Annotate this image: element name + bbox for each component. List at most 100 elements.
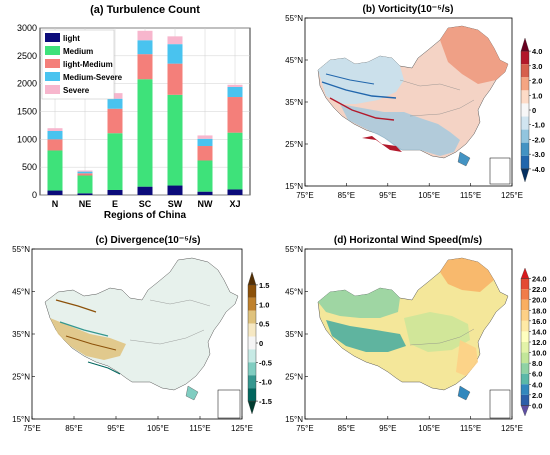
y-tick-label: 2500: [17, 51, 37, 61]
bar-light-medium-sw: [167, 63, 183, 95]
lat-label: 15°N: [12, 415, 30, 424]
bar-medium-severe-ne: [77, 171, 93, 174]
bar-medium-nw: [197, 160, 213, 192]
panel-d-lat-labels: 55°N 45°N 35°N 25°N 15°N: [285, 245, 308, 424]
colorbar-tick-label: 1.5: [259, 281, 269, 290]
colorbar-tick-label: 1.0: [259, 300, 269, 309]
colorbar-segment: [521, 116, 529, 130]
colorbar-tick-label: 0: [259, 339, 263, 348]
bar-medium-n: [47, 150, 63, 191]
bar-severe-sw: [167, 36, 183, 45]
colorbar-tick-label: -2.0: [532, 135, 545, 144]
lon-label: 125°E: [501, 191, 523, 200]
panel-c-title: (c) Divergence(10⁻⁵/s): [95, 235, 200, 246]
colorbar-tick-label: 10.0: [532, 349, 547, 358]
y-tick-label: 0: [32, 190, 37, 200]
colorbar-segment: [248, 284, 256, 298]
lat-label: 35°N: [12, 330, 30, 339]
legend-label: light: [63, 34, 80, 43]
panel-a-y-ticks: 0 500 1000 1500 2000 2500 3000: [17, 23, 37, 200]
colorbar-tick-label: -3.0: [532, 150, 545, 159]
lon-label: 115°E: [189, 424, 210, 433]
panel-c-divergence-map: (c) Divergence(10⁻⁵/s) 55°N 45°N 35°N 25°N 1…: [12, 235, 272, 433]
x-tick-label: NW: [198, 199, 213, 209]
colorbar-tick-label: 16.0: [532, 317, 547, 326]
bar-light-medium-n: [47, 139, 63, 151]
lat-label: 15°N: [285, 182, 303, 191]
bar-light-sw: [167, 185, 183, 195]
colorbar-segment: [248, 323, 256, 337]
colorbar-segment: [248, 349, 256, 363]
bar-medium-sw: [167, 94, 183, 186]
lat-label: 35°N: [285, 98, 303, 107]
bar-medium-severe-sc: [137, 40, 153, 55]
colorbar-segment: [521, 103, 529, 117]
lat-label: 25°N: [12, 373, 30, 382]
colorbar-tick-label: 12.0: [532, 338, 547, 347]
bar-light-medium-ne: [77, 173, 93, 176]
x-tick-label: NE: [79, 199, 92, 209]
bar-light-medium-sc: [137, 54, 153, 80]
colorbar-segment: [521, 394, 529, 406]
lon-label: 105°E: [147, 424, 169, 433]
lon-label: 75°E: [296, 424, 313, 433]
lat-label: 55°N: [285, 245, 303, 254]
panel-c-colorbar: 1.5 1.0 0.5 0 -0.5 -1.0 -1.5: [247, 271, 272, 415]
y-tick-label: 1000: [17, 134, 37, 144]
lon-label: 85°E: [338, 424, 355, 433]
panel-d-colorbar: 24.022.0 20.018.0 16.014.0 12.0 10.08.0 6.04.…: [520, 267, 547, 417]
lon-label: 125°E: [231, 424, 253, 433]
colorbar-cap-bottom: [520, 405, 530, 417]
colorbar-segment: [521, 64, 529, 78]
colorbar-segment: [248, 388, 256, 402]
colorbar-tick-label: 6.0: [532, 370, 542, 379]
y-tick-label: 2000: [17, 79, 37, 89]
colorbar-segment: [521, 90, 529, 104]
legend-swatch: [45, 72, 60, 81]
bar-severe-ne: [77, 170, 93, 172]
legend-label: Severe: [63, 86, 90, 95]
panel-a-bars: [47, 30, 243, 195]
panel-d-lon-labels: 75°E 85°E 95°E 105°E 115°E 125°E: [296, 416, 523, 433]
colorbar-segment: [521, 384, 529, 395]
colorbar-tick-label: 22.0: [532, 285, 547, 294]
y-tick-label: 500: [22, 162, 37, 172]
panel-b-title: (b) Vorticity(10⁻⁵/s): [363, 4, 454, 15]
bar-medium-severe-nw: [197, 138, 213, 147]
colorbar-tick-label: 4.0: [532, 380, 542, 389]
panel-b-vorticity-map: (b) Vorticity(10⁻⁵/s) 55°N 45°N 35°N 25°N 15…: [285, 4, 545, 200]
panel-a-title: (a) Turbulence Count: [90, 4, 200, 16]
lat-label: 15°N: [285, 415, 303, 424]
colorbar-segment: [521, 129, 529, 143]
panel-a-legend: light Medium light-Medium Medium-Severe Seve…: [41, 29, 123, 100]
colorbar-tick-label: -1.0: [532, 121, 545, 130]
colorbar-cap-top: [247, 271, 257, 286]
colorbar-segment: [521, 289, 529, 300]
colorbar-segment: [248, 297, 256, 311]
colorbar-tick-label: 8.0: [532, 359, 542, 368]
colorbar-tick-label: -0.5: [259, 358, 272, 367]
bar-medium-severe-e: [107, 98, 123, 109]
colorbar-segment: [248, 375, 256, 389]
panel-d-wind-speed-map: (d) Horizontal Wind Speed(m/s) 55°N 45°N 3…: [285, 235, 546, 433]
colorbar-tick-label: 3.0: [532, 62, 542, 71]
lon-label: 75°E: [23, 424, 40, 433]
colorbar-cap-top: [520, 267, 530, 279]
bar-light-medium-nw: [197, 146, 213, 161]
colorbar-segment: [521, 373, 529, 385]
x-tick-label: XJ: [229, 199, 240, 209]
lat-label: 35°N: [285, 330, 303, 339]
y-tick-label: 1500: [17, 107, 37, 117]
bar-medium-sc: [137, 79, 153, 187]
lat-label: 55°N: [285, 14, 303, 23]
colorbar-segment: [521, 142, 529, 156]
legend-label: Medium: [63, 47, 93, 56]
lon-label: 115°E: [460, 191, 481, 200]
colorbar-tick-label: 0: [532, 106, 536, 115]
y-tick-label: 3000: [17, 23, 37, 33]
colorbar-segment: [521, 363, 529, 374]
panel-b-colorbar: 4.0 3.0 2.0 1.0 0 -1.0 -2.0 -3.0 -4.0: [520, 37, 545, 183]
bar-severe-nw: [197, 135, 213, 139]
lon-label: 105°E: [418, 191, 440, 200]
